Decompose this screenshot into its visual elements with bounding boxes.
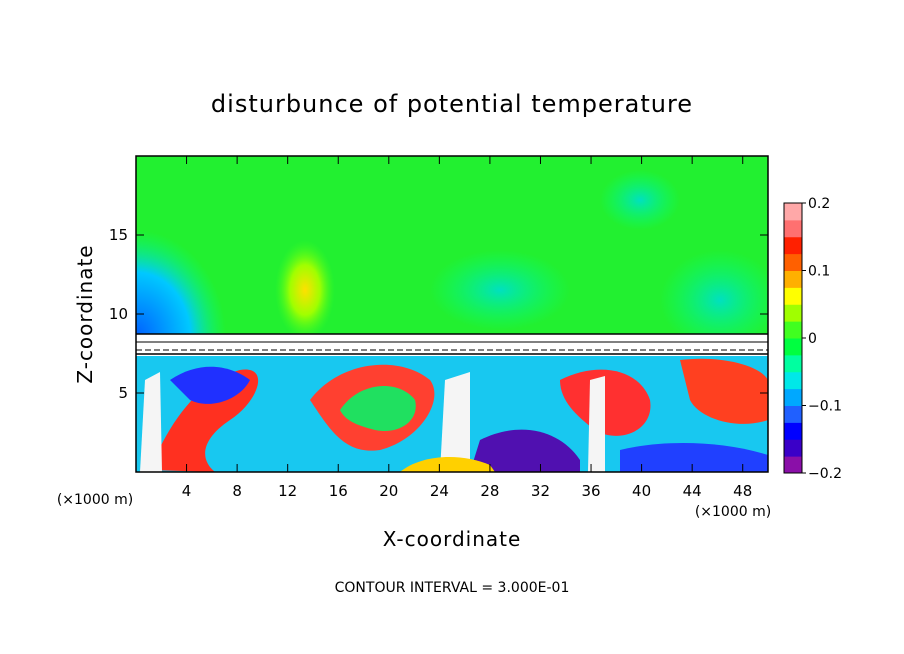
x-tick-label: 32 [531, 482, 550, 500]
colorbar-swatch [784, 304, 802, 322]
lower-red-eddy-4 [680, 358, 768, 424]
upper-yellow-patch [275, 240, 335, 340]
colorbar-swatch [784, 405, 802, 423]
x-tick-label: 28 [480, 482, 499, 500]
x-tick-label: 16 [329, 482, 348, 500]
x-axis: 4 8 12 16 20 24 28 32 36 40 44 48 [182, 156, 752, 500]
y-tick-label: 10 [109, 305, 128, 323]
x-unit-left: (×1000 m) [57, 492, 133, 508]
colorbar-tick-label: 0.1 [808, 264, 830, 280]
lower-green-swirl [340, 386, 416, 431]
y-tick-label: 5 [118, 384, 128, 402]
x-tick-label: 12 [278, 482, 297, 500]
colorbar-swatch [784, 253, 802, 271]
x-tick-label: 40 [632, 482, 651, 500]
lower-yellow-streak [400, 456, 495, 472]
x-unit-right: (×1000 m) [695, 504, 771, 520]
colorbar-swatch [784, 287, 802, 305]
lower-blue-eddy-1 [170, 366, 250, 404]
lower-purple-eddy [470, 429, 580, 472]
x-tick-label: 24 [430, 482, 449, 500]
colorbar-swatch [784, 236, 802, 255]
colorbar-swatch [784, 371, 802, 390]
colorbar-swatch [784, 203, 802, 221]
x-tick-label: 4 [182, 482, 192, 500]
colorbar-tick-label: 0 [808, 331, 817, 347]
x-tick-label: 48 [733, 482, 752, 500]
x-axis-label: X-coordinate [383, 527, 522, 551]
lower-red-eddy-3 [560, 369, 651, 436]
lower-blue-eddy-2 [620, 443, 768, 472]
colorbar-tick-label: −0.1 [808, 399, 842, 415]
lower-white-column-3 [140, 372, 162, 472]
x-tick-label: 44 [683, 482, 702, 500]
y-tick-label: 15 [109, 226, 128, 244]
colorbar-swatch [784, 456, 802, 474]
lower-white-column-1 [440, 372, 470, 472]
upper-left-blue-patch [136, 230, 226, 336]
colorbar-swatch [784, 321, 802, 339]
colorbar-tick-label: −0.2 [808, 466, 842, 482]
colorbar-swatch [784, 388, 802, 406]
colorbar-swatch [784, 422, 802, 440]
x-tick-label: 8 [232, 482, 242, 500]
colorbar-tick-label: 0.2 [808, 196, 830, 212]
upper-cyan-patch-1 [430, 250, 570, 330]
colorbar-swatch [784, 439, 802, 457]
upper-cyan-patch-3 [600, 170, 680, 230]
x-tick-label: 20 [379, 482, 398, 500]
upper-cyan-patch-2 [660, 250, 768, 350]
colorbar-swatch [784, 270, 802, 288]
chart-title: disturbunce of potential temperature [211, 90, 693, 118]
colorbar-swatch [784, 354, 802, 373]
lower-white-column-2 [588, 376, 605, 472]
y-axis-label: Z-coordinate [73, 244, 97, 383]
heatmap-field [136, 156, 768, 472]
x-tick-label: 36 [581, 482, 600, 500]
inversion-band [136, 334, 768, 356]
colorbar-swatch [784, 338, 802, 356]
contour-interval-note: CONTOUR INTERVAL = 3.000E-01 [335, 580, 570, 596]
y-axis: 5 10 15 [109, 226, 768, 402]
colorbar-swatch [784, 219, 802, 238]
colorbar: 0.2 0.1 0 −0.1 −0.2 [783, 196, 842, 482]
